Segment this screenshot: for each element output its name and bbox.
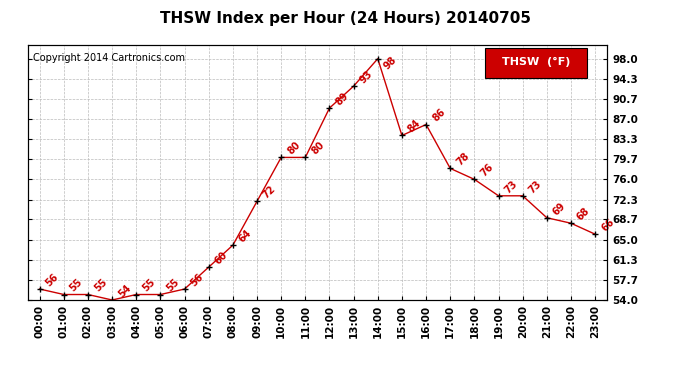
Text: 86: 86 — [431, 107, 447, 124]
Text: 80: 80 — [310, 140, 326, 157]
Text: 76: 76 — [479, 162, 495, 178]
Text: 54: 54 — [117, 283, 133, 299]
Text: 84: 84 — [406, 118, 423, 135]
Text: 56: 56 — [44, 272, 61, 288]
Text: 89: 89 — [334, 91, 351, 107]
Text: 55: 55 — [68, 277, 85, 294]
Text: 56: 56 — [189, 272, 206, 288]
Text: 55: 55 — [165, 277, 181, 294]
Text: 66: 66 — [600, 217, 616, 233]
FancyBboxPatch shape — [486, 48, 587, 78]
Text: 78: 78 — [455, 151, 471, 168]
Text: 93: 93 — [358, 69, 375, 86]
Text: 68: 68 — [575, 206, 592, 222]
Text: 80: 80 — [286, 140, 302, 157]
Text: 69: 69 — [551, 200, 568, 217]
Text: THSW Index per Hour (24 Hours) 20140705: THSW Index per Hour (24 Hours) 20140705 — [159, 11, 531, 26]
Text: 73: 73 — [503, 178, 520, 195]
Text: 73: 73 — [527, 178, 544, 195]
Text: THSW  (°F): THSW (°F) — [502, 57, 571, 67]
Text: 55: 55 — [92, 277, 109, 294]
Text: 64: 64 — [237, 228, 254, 244]
Text: 55: 55 — [141, 277, 157, 294]
Text: 72: 72 — [262, 184, 278, 201]
Text: 98: 98 — [382, 55, 399, 72]
Text: Copyright 2014 Cartronics.com: Copyright 2014 Cartronics.com — [33, 53, 186, 63]
Text: 60: 60 — [213, 250, 230, 266]
